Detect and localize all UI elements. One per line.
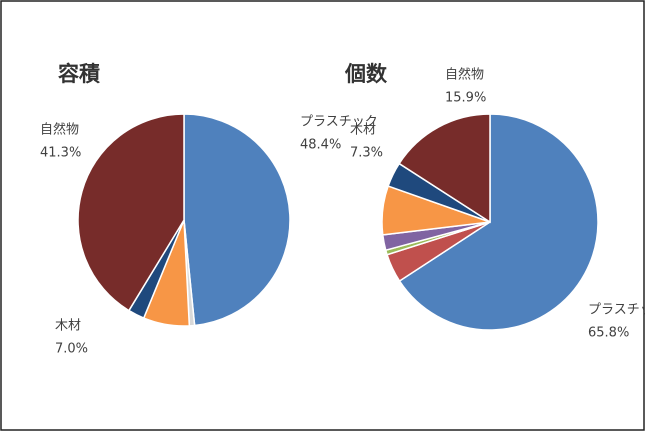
slice-label: 自然物 xyxy=(40,122,79,138)
slice-label: プラスチック xyxy=(300,115,378,130)
chart-title: 容積 xyxy=(58,62,101,86)
slice-value-label: 7.0% xyxy=(55,342,88,357)
pie-slice xyxy=(398,113,491,224)
slice-label: 木材 xyxy=(55,319,81,334)
slice-value-label: 65.8% xyxy=(588,326,629,341)
chart-title: 個数 xyxy=(344,62,388,86)
pie-slice xyxy=(77,113,185,312)
slice-value-label: 7.3% xyxy=(350,146,383,161)
pie-slice xyxy=(398,113,599,331)
slice-label: 自然物 xyxy=(445,67,484,83)
pie-slice xyxy=(183,113,291,327)
slice-label: プラスチック xyxy=(588,303,645,318)
slice-value-label: 41.3% xyxy=(40,146,81,161)
slice-value-label: 48.4% xyxy=(300,138,341,153)
slice-label: 木材 xyxy=(350,123,376,138)
slice-value-label: 15.9% xyxy=(445,91,486,106)
